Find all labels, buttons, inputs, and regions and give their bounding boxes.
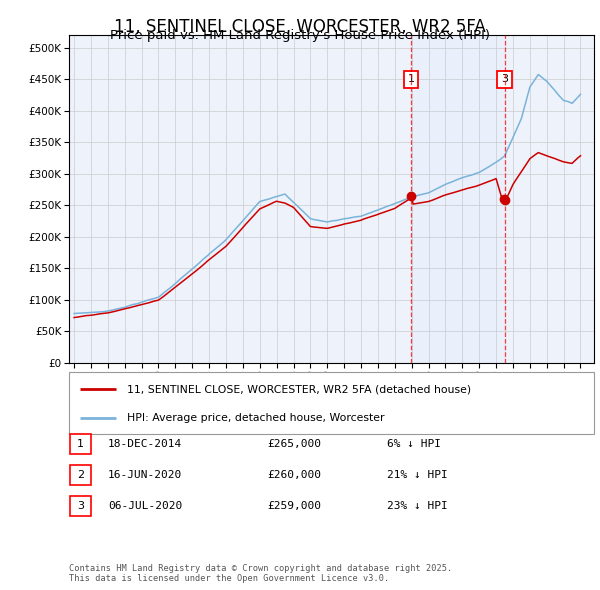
- Text: Contains HM Land Registry data © Crown copyright and database right 2025.
This d: Contains HM Land Registry data © Crown c…: [69, 563, 452, 583]
- Text: 1: 1: [77, 439, 84, 448]
- FancyBboxPatch shape: [69, 372, 594, 434]
- Text: £260,000: £260,000: [267, 470, 321, 480]
- Text: 16-JUN-2020: 16-JUN-2020: [108, 470, 182, 480]
- FancyBboxPatch shape: [70, 496, 91, 516]
- Text: Price paid vs. HM Land Registry's House Price Index (HPI): Price paid vs. HM Land Registry's House …: [110, 30, 490, 42]
- Text: 1: 1: [407, 74, 415, 84]
- Text: 18-DEC-2014: 18-DEC-2014: [108, 439, 182, 448]
- Text: 23% ↓ HPI: 23% ↓ HPI: [387, 501, 448, 510]
- Bar: [411, 35, 505, 363]
- Text: 3: 3: [77, 501, 84, 510]
- Text: 6% ↓ HPI: 6% ↓ HPI: [387, 439, 441, 448]
- Text: 11, SENTINEL CLOSE, WORCESTER, WR2 5FA: 11, SENTINEL CLOSE, WORCESTER, WR2 5FA: [114, 18, 486, 36]
- Text: HPI: Average price, detached house, Worcester: HPI: Average price, detached house, Worc…: [127, 413, 384, 423]
- Text: £265,000: £265,000: [267, 439, 321, 448]
- FancyBboxPatch shape: [70, 465, 91, 485]
- Text: £259,000: £259,000: [267, 501, 321, 510]
- Text: 21% ↓ HPI: 21% ↓ HPI: [387, 470, 448, 480]
- Text: 2: 2: [77, 470, 84, 480]
- Text: 11, SENTINEL CLOSE, WORCESTER, WR2 5FA (detached house): 11, SENTINEL CLOSE, WORCESTER, WR2 5FA (…: [127, 384, 471, 394]
- FancyBboxPatch shape: [70, 434, 91, 454]
- Text: 3: 3: [502, 74, 508, 84]
- Text: 06-JUL-2020: 06-JUL-2020: [108, 501, 182, 510]
